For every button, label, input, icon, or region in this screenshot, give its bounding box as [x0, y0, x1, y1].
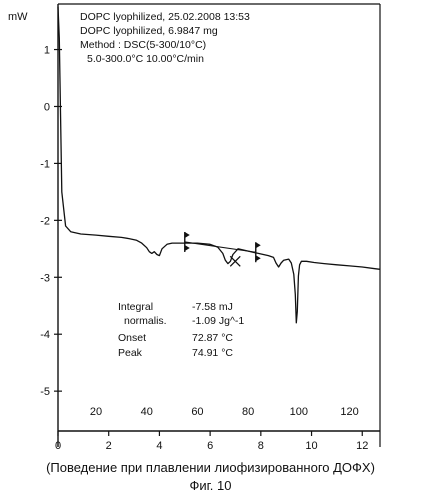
figure-number: Фиг. 10 [0, 478, 421, 494]
integration-arrow [185, 232, 190, 251]
y-tick-label: 1 [44, 45, 50, 57]
temperature-tick-label: 80 [242, 406, 254, 418]
y-unit-label: mW [8, 11, 28, 23]
time-tick-label: 0 [55, 440, 61, 452]
time-ticks: 0 2 4 6 8 10 12 [55, 431, 368, 452]
onset-value: 72.87 °C [192, 332, 233, 344]
method-header: DOPC lyophilized, 25.02.2008 13:53 DOPC … [80, 11, 250, 65]
y-ticks: 1 0 -1 -2 -3 -4 -5 [40, 45, 62, 399]
plot-frame [58, 4, 380, 447]
time-tick-label: 12 [356, 440, 368, 452]
header-line-4: 5.0-300.0°C 10.00°C/min [87, 53, 204, 65]
dsc-figure: DOPC lyophilized, 25.02.2008 13:53 DOPC … [0, 0, 421, 460]
onset-label: Onset [118, 332, 146, 344]
y-tick-label: -1 [40, 158, 50, 170]
y-tick-label: -5 [40, 386, 50, 398]
normalis-label: normalis. [124, 315, 167, 327]
time-tick-label: 6 [207, 440, 213, 452]
peak-value: 74.91 °C [192, 347, 233, 359]
temperature-ticks: 20 40 60 80 100 120 [90, 406, 359, 418]
header-line-1: DOPC lyophilized, 25.02.2008 13:53 [80, 11, 250, 23]
header-line-3: Method : DSC(5-300/10°C) [80, 39, 206, 51]
results-block: Integral -7.58 mJ normalis. -1.09 Jg^-1 … [118, 301, 244, 359]
figure-caption: (Поведение при плавлении лиофизированног… [0, 460, 421, 476]
temperature-tick-label: 100 [290, 406, 308, 418]
temperature-tick-label: 40 [141, 406, 153, 418]
integral-value: -7.58 mJ [192, 301, 233, 313]
integral-label: Integral [118, 301, 153, 313]
time-tick-label: 4 [156, 440, 162, 452]
normalis-value: -1.09 Jg^-1 [192, 315, 244, 327]
y-tick-label: 0 [44, 101, 50, 113]
peak-label: Peak [118, 347, 143, 359]
temperature-tick-label: 120 [340, 406, 358, 418]
temperature-tick-label: 20 [90, 406, 102, 418]
integration-markers [185, 232, 261, 266]
y-tick-label: -2 [40, 215, 50, 227]
header-line-2: DOPC lyophilized, 6.9847 mg [80, 25, 218, 37]
time-tick-label: 10 [305, 440, 317, 452]
integration-arrow [256, 242, 261, 261]
temperature-tick-label: 60 [191, 406, 203, 418]
y-tick-label: -4 [40, 329, 50, 341]
time-tick-label: 8 [258, 440, 264, 452]
time-tick-label: 2 [106, 440, 112, 452]
y-tick-label: -3 [40, 272, 50, 284]
